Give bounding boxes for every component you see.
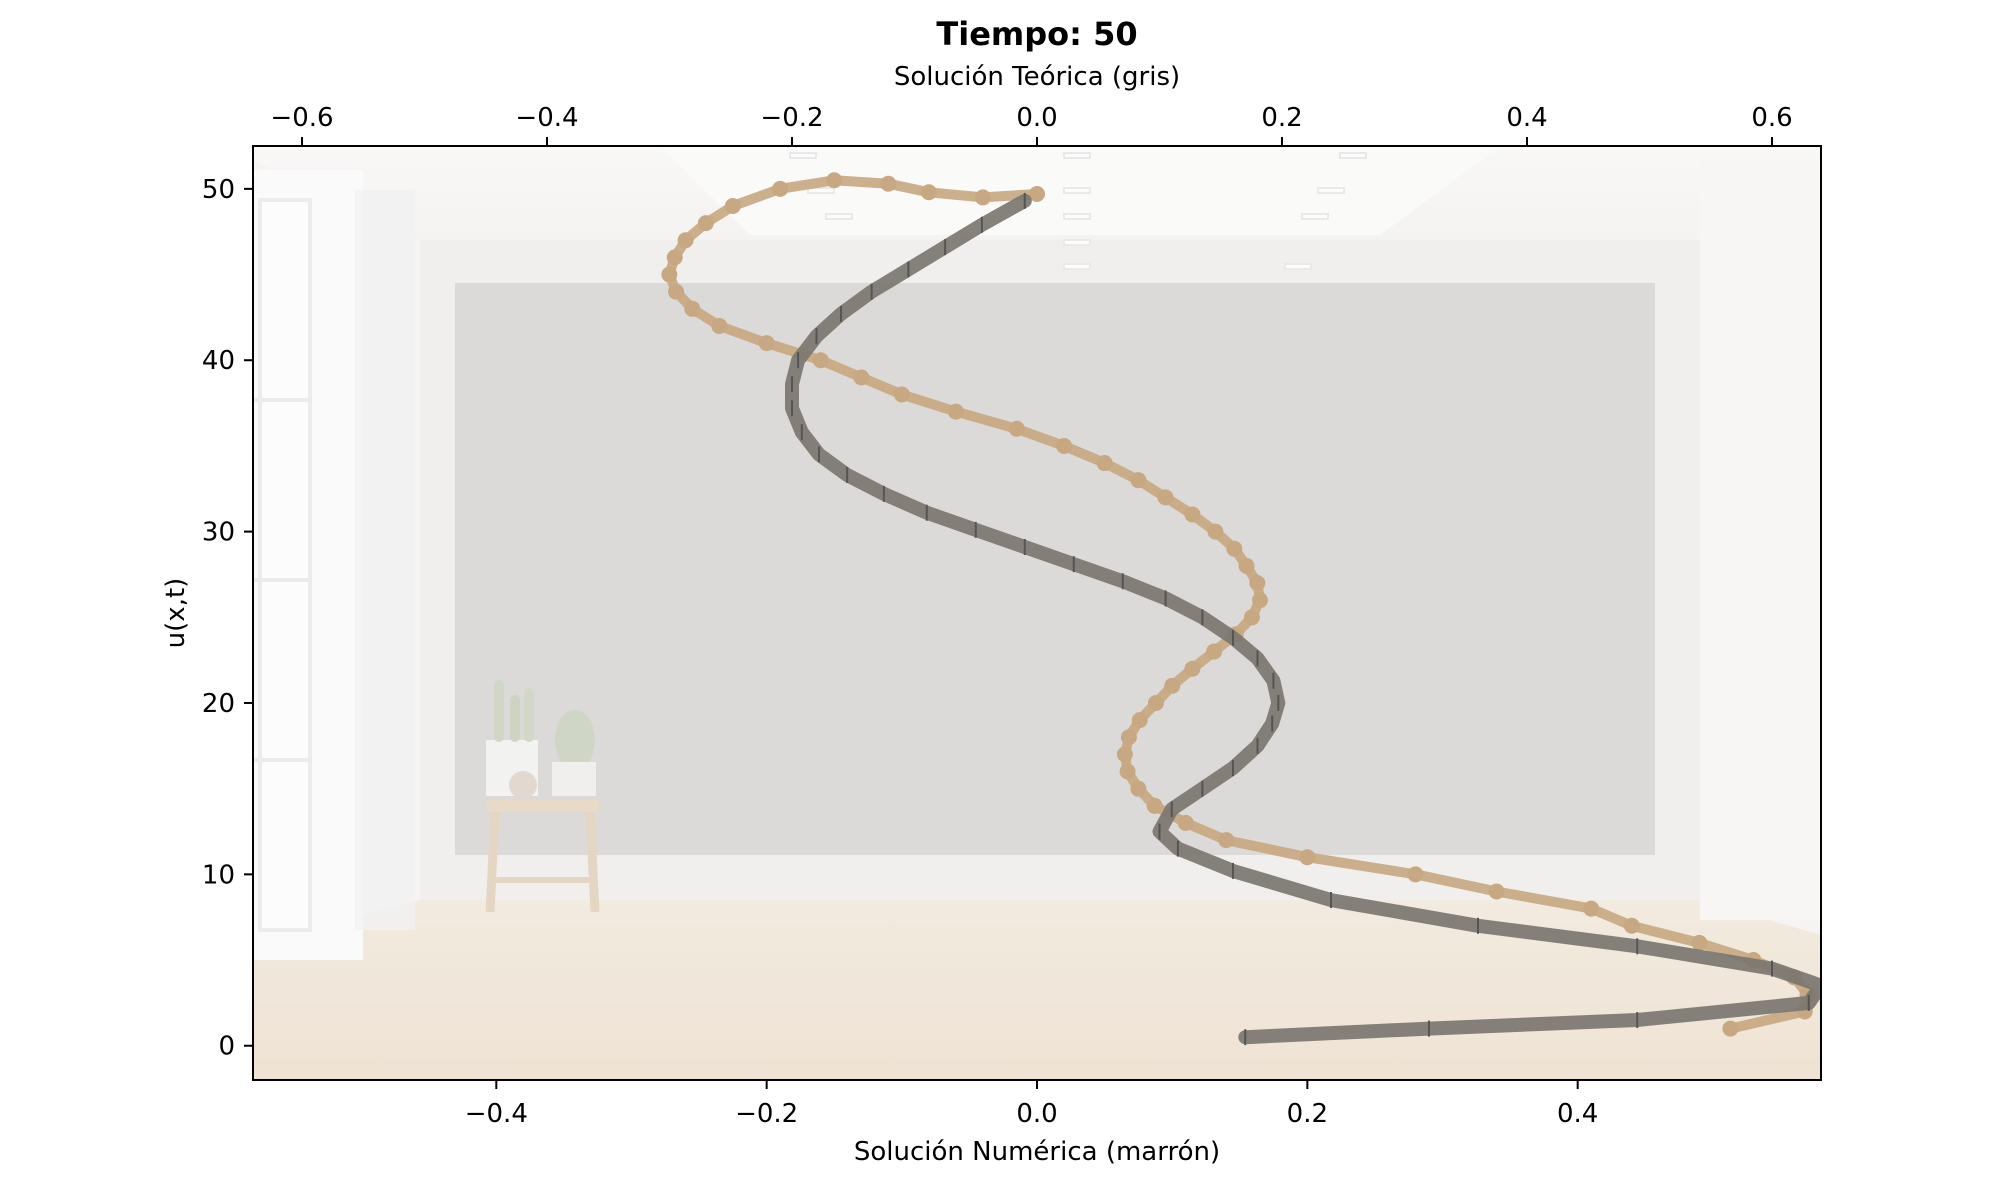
series-1-point — [666, 249, 683, 266]
series-1-point — [1177, 814, 1194, 831]
series-layer — [661, 172, 1821, 1046]
series-1-point — [1131, 712, 1148, 729]
series-1-point — [1056, 437, 1073, 454]
series-1-point — [853, 369, 870, 386]
ceiling-lights — [789, 152, 1367, 270]
x-tick-label: 0.0 — [1016, 1099, 1057, 1129]
series-1-point — [880, 175, 897, 192]
series-1-point — [1164, 677, 1181, 694]
series-1-point — [1116, 746, 1133, 763]
series-1-point — [1184, 660, 1201, 677]
series-1-point — [1157, 489, 1174, 506]
series-1-point — [1407, 866, 1424, 883]
series-1-point — [974, 189, 991, 206]
chart-title: Tiempo: 50 — [936, 15, 1137, 53]
series-1-point — [1146, 797, 1163, 814]
series-1-point — [1691, 934, 1708, 951]
series-1-point — [1096, 455, 1113, 472]
x2-tick-label: −0.6 — [270, 103, 333, 133]
y-tick-label: 40 — [202, 346, 235, 376]
series-1-point — [1243, 609, 1260, 626]
series-1-point — [1206, 643, 1223, 660]
series-1-point — [920, 184, 937, 201]
series-1-point — [1488, 883, 1505, 900]
x2-tick-label: 0.2 — [1261, 103, 1302, 133]
series-1-point — [1249, 575, 1266, 592]
top-axis-label: Solución Teórica (gris) — [894, 62, 1180, 92]
x-tick-label: −0.4 — [465, 1099, 528, 1129]
series-1-point — [1130, 780, 1147, 797]
stool-with-plants — [485, 680, 600, 913]
series-1-point — [1120, 729, 1137, 746]
y-tick-label: 0 — [218, 1032, 235, 1062]
series-1-point — [1722, 1020, 1739, 1037]
series-1-point — [668, 283, 685, 300]
series-1-point — [697, 215, 714, 232]
x-tick-label: 0.2 — [1287, 1099, 1328, 1129]
series-1-point — [826, 172, 843, 189]
series-1-point — [1238, 557, 1255, 574]
bottom-axis-label: Solución Numérica (marrón) — [854, 1137, 1220, 1167]
y-axis-label: u(x,t) — [161, 578, 191, 649]
series-1-point — [711, 317, 728, 334]
series-1-point — [724, 197, 741, 214]
series-2-line — [785, 193, 1821, 1045]
y-tick-label: 10 — [202, 860, 235, 890]
series-1-point — [1029, 185, 1045, 202]
series-1-point — [812, 352, 829, 369]
x2-tick-label: 0.6 — [1751, 103, 1792, 133]
series-1-point — [1184, 506, 1201, 523]
series-1-point — [1299, 849, 1316, 866]
series-1-point — [947, 403, 964, 420]
x2-tick-label: 0.4 — [1506, 103, 1547, 133]
x-tick-label: −0.2 — [735, 1099, 798, 1129]
series-1-point — [661, 266, 678, 283]
x2-tick-label: 0.0 — [1016, 103, 1057, 133]
x2-tick-label: −0.4 — [515, 103, 578, 133]
axes-layer: −0.4 −0.2 0.0 0.2 0.4 −0.6 −0.4 −0.2 0.0 0.2 0.4 0.… — [202, 103, 1793, 1129]
x2-tick-label: −0.2 — [760, 103, 823, 133]
series-1-point — [1207, 523, 1224, 540]
series-1-point — [1119, 763, 1136, 780]
series-1-point — [1218, 832, 1235, 849]
series-1-point — [677, 232, 694, 249]
y-tick-label: 50 — [202, 175, 235, 205]
series-1-point — [758, 335, 775, 352]
series-1-point — [1252, 592, 1269, 609]
series-1-point — [1008, 420, 1025, 437]
series-1-point — [684, 300, 701, 317]
series-1-point — [893, 386, 910, 403]
series-1-point — [1130, 472, 1147, 489]
series-1-point — [1226, 540, 1243, 557]
x-tick-label: 0.4 — [1557, 1099, 1598, 1129]
series-1-point — [1623, 917, 1640, 934]
y-tick-label: 20 — [202, 689, 235, 719]
series-1-point — [772, 180, 789, 197]
series-1-point — [1147, 694, 1164, 711]
y-tick-label: 30 — [202, 518, 235, 548]
series-1-point — [1583, 900, 1600, 917]
